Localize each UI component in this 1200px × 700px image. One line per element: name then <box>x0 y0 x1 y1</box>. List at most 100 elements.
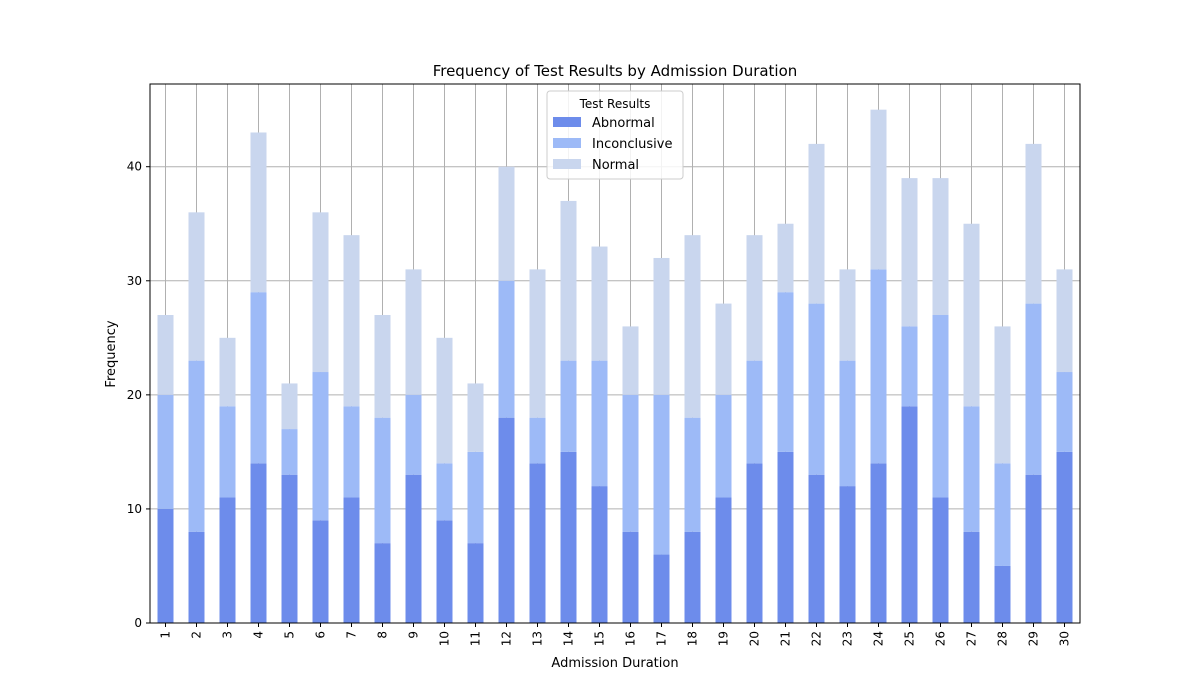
x-tick-label: 16 <box>624 631 638 646</box>
bar-normal-9 <box>405 269 422 395</box>
bar-inconclusive-23 <box>839 360 856 487</box>
bar-abnormal-13 <box>529 463 546 623</box>
x-tick-label: 29 <box>1027 631 1041 646</box>
x-tick-label: 19 <box>717 631 731 646</box>
bar-normal-4 <box>250 132 267 293</box>
y-tick-label: 40 <box>127 160 142 174</box>
y-tick-label: 0 <box>134 616 142 630</box>
bar-abnormal-28 <box>994 565 1011 623</box>
bar-abnormal-2 <box>188 531 205 623</box>
bar-inconclusive-2 <box>188 360 205 532</box>
y-tick-label: 10 <box>127 502 142 516</box>
y-tick-label: 30 <box>127 274 142 288</box>
x-tick-label: 11 <box>469 631 483 646</box>
bar-abnormal-18 <box>684 531 701 623</box>
x-tick-label: 23 <box>841 631 855 646</box>
x-tick-label: 15 <box>593 631 607 646</box>
bar-inconclusive-26 <box>932 315 949 498</box>
plot-frame <box>149 83 1081 624</box>
bar-inconclusive-9 <box>405 394 422 475</box>
bars-layer <box>157 109 1073 623</box>
bar-inconclusive-15 <box>591 360 608 487</box>
x-tick-label: 22 <box>810 631 824 646</box>
x-tick-label: 7 <box>345 631 359 639</box>
x-axis-label: Admission Duration <box>551 656 678 671</box>
x-tick-label: 9 <box>407 631 421 639</box>
x-tick-label: 1 <box>159 631 173 639</box>
bar-inconclusive-25 <box>901 326 918 407</box>
bar-normal-2 <box>188 212 205 361</box>
x-tick-label: 13 <box>531 631 545 646</box>
bar-normal-8 <box>374 315 391 418</box>
bar-abnormal-20 <box>746 463 763 623</box>
bar-inconclusive-27 <box>963 406 980 532</box>
bar-abnormal-30 <box>1056 451 1073 623</box>
bar-abnormal-29 <box>1025 474 1042 623</box>
bar-abnormal-21 <box>777 451 794 623</box>
bar-inconclusive-14 <box>560 360 577 452</box>
bar-inconclusive-29 <box>1025 303 1042 475</box>
bar-normal-10 <box>436 337 453 464</box>
bar-normal-11 <box>467 383 484 452</box>
bar-abnormal-3 <box>219 497 236 623</box>
bar-abnormal-24 <box>870 463 887 623</box>
x-tick-label: 14 <box>562 631 576 646</box>
bar-normal-1 <box>157 315 174 395</box>
bar-abnormal-10 <box>436 520 453 623</box>
x-tick-label: 12 <box>500 631 514 646</box>
bar-abnormal-1 <box>157 508 174 623</box>
x-tick-label: 4 <box>252 631 266 639</box>
x-tick-label: 17 <box>655 631 669 646</box>
legend-label-inconclusive: Inconclusive <box>592 137 673 152</box>
bar-inconclusive-11 <box>467 451 484 544</box>
x-tick-label: 26 <box>934 631 948 646</box>
bar-abnormal-22 <box>808 474 825 623</box>
x-tick-label: 30 <box>1058 631 1072 646</box>
bar-inconclusive-5 <box>281 429 298 475</box>
x-tick-label: 5 <box>283 631 297 639</box>
bar-normal-15 <box>591 246 608 361</box>
legend-label-abnormal: Abnormal <box>592 116 655 131</box>
bar-inconclusive-4 <box>250 292 267 464</box>
bar-abnormal-14 <box>560 451 577 623</box>
bar-normal-16 <box>622 326 639 395</box>
bar-normal-7 <box>343 235 360 407</box>
x-tick-label: 10 <box>438 631 452 646</box>
bar-abnormal-7 <box>343 497 360 623</box>
bar-normal-30 <box>1056 269 1073 373</box>
bar-normal-12 <box>498 166 515 281</box>
bar-normal-24 <box>870 109 887 270</box>
bar-normal-29 <box>1025 143 1042 304</box>
legend-swatch-inconclusive <box>553 138 581 148</box>
bar-inconclusive-10 <box>436 463 453 521</box>
bar-inconclusive-13 <box>529 417 546 464</box>
legend-title: Test Results <box>579 97 651 111</box>
chart-title: Frequency of Test Results by Admission D… <box>433 62 798 80</box>
bar-abnormal-9 <box>405 474 422 623</box>
bar-inconclusive-3 <box>219 406 236 498</box>
bar-abnormal-19 <box>715 497 732 623</box>
legend-box <box>546 90 684 180</box>
bar-abnormal-12 <box>498 417 515 623</box>
bar-abnormal-8 <box>374 543 391 623</box>
bar-inconclusive-1 <box>157 394 174 509</box>
bar-abnormal-15 <box>591 486 608 623</box>
bar-normal-28 <box>994 326 1011 464</box>
bar-abnormal-16 <box>622 531 639 623</box>
bar-normal-27 <box>963 223 980 407</box>
bar-abnormal-23 <box>839 486 856 623</box>
x-tick-label: 27 <box>965 631 979 646</box>
bar-abnormal-27 <box>963 531 980 623</box>
bar-normal-6 <box>312 212 329 373</box>
bar-inconclusive-24 <box>870 269 887 464</box>
legend-label-normal: Normal <box>592 158 639 173</box>
bar-normal-25 <box>901 178 918 327</box>
x-tick-label: 3 <box>221 631 235 639</box>
x-tick-label: 8 <box>376 631 390 639</box>
bar-abnormal-6 <box>312 520 329 623</box>
bar-abnormal-17 <box>653 554 670 623</box>
bar-inconclusive-20 <box>746 360 763 464</box>
bar-abnormal-4 <box>250 463 267 623</box>
x-tick-label: 24 <box>872 631 886 646</box>
